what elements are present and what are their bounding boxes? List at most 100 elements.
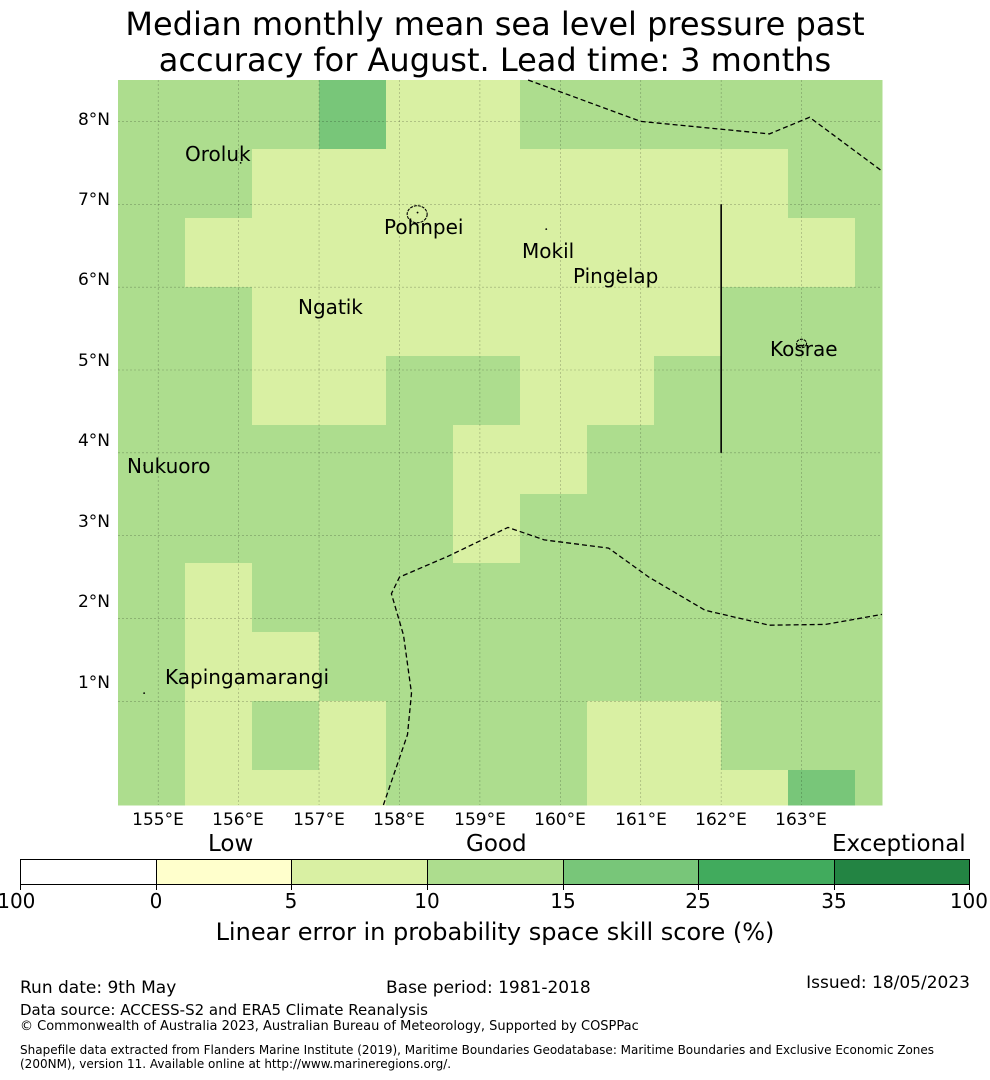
lon-label-162e: 162°E xyxy=(695,810,747,830)
skill-grid-cell xyxy=(185,770,253,806)
skill-grid-cell xyxy=(185,287,253,357)
colorbar-tick-label: 5 xyxy=(284,889,298,913)
skill-grid-cell xyxy=(453,287,521,357)
skill-grid-cell xyxy=(453,425,521,495)
skill-grid-cell xyxy=(386,287,454,357)
skill-grid-cell xyxy=(788,218,856,288)
skill-grid-cell xyxy=(855,632,883,702)
skill-grid-cell xyxy=(587,494,655,564)
skill-grid-cell xyxy=(252,287,320,357)
skill-grid-cell xyxy=(185,80,253,150)
skill-grid-cell xyxy=(520,425,588,495)
skill-grid-cell xyxy=(453,494,521,564)
skill-grid-cell xyxy=(453,356,521,426)
skill-grid-cell xyxy=(386,563,454,633)
shapefile-credit-line-1: Shapefile data extracted from Flanders M… xyxy=(20,1043,935,1057)
skill-grid-cell xyxy=(185,425,253,495)
skill-grid-cell xyxy=(319,149,387,219)
colorbar-tick xyxy=(156,885,157,890)
skill-grid-cell xyxy=(252,494,320,564)
skill-grid-cell xyxy=(587,149,655,219)
skill-grid-cell xyxy=(788,287,856,357)
title-line-1: Median monthly mean sea level pressure p… xyxy=(125,5,865,43)
skill-grid-cell xyxy=(319,494,387,564)
skill-grid-cell xyxy=(654,80,722,150)
skill-grid-cell xyxy=(118,632,186,702)
skill-grid-cell xyxy=(587,425,655,495)
colorbar-label: Linear error in probability space skill … xyxy=(215,918,775,946)
colorbar-tick-label: 100 xyxy=(949,889,988,913)
colorbar-tick xyxy=(427,885,428,890)
skill-grid-cell xyxy=(453,149,521,219)
colorbar-segment-2 xyxy=(156,859,291,885)
skill-grid-cell xyxy=(118,356,186,426)
skill-grid-cell xyxy=(185,218,253,288)
issued-date: Issued: 18/05/2023 xyxy=(806,973,970,993)
lon-label-158e: 158°E xyxy=(373,810,425,830)
category-good: Good xyxy=(466,831,527,857)
island-dot xyxy=(416,211,419,214)
colorbar-segment-6 xyxy=(698,859,834,885)
copyright: © Commonwealth of Australia 2023, Austra… xyxy=(20,1019,639,1034)
colorbar-tick xyxy=(20,885,21,890)
skill-grid-cell xyxy=(453,701,521,771)
skill-grid-cell xyxy=(319,563,387,633)
island-dot xyxy=(344,302,347,305)
skill-grid-cell xyxy=(252,356,320,426)
colorbar-segment-7 xyxy=(834,859,970,885)
skill-grid-cell xyxy=(855,287,883,357)
skill-grid-cell xyxy=(721,494,789,564)
skill-grid-cell xyxy=(520,770,588,806)
skill-grid-cell xyxy=(788,563,856,633)
lat-label-2n: 2°N xyxy=(77,592,110,612)
skill-grid-cell xyxy=(386,356,454,426)
skill-grid-cell xyxy=(654,701,722,771)
skill-grid-cell xyxy=(587,218,655,288)
skill-grid-cell xyxy=(520,494,588,564)
colorbar-tick-label: 35 xyxy=(821,889,847,913)
skill-grid-cell xyxy=(118,149,186,219)
place-label-mokil: Mokil xyxy=(522,239,575,263)
eez-boundary-line xyxy=(527,79,883,172)
skill-grid-cell xyxy=(252,563,320,633)
map-title: Median monthly mean sea level pressure p… xyxy=(0,6,990,79)
skill-grid-cell xyxy=(721,356,789,426)
skill-grid-cell xyxy=(855,701,883,771)
skill-grid-cell xyxy=(319,701,387,771)
skill-grid-cell xyxy=(453,632,521,702)
skill-grid-cell xyxy=(252,80,320,150)
skill-grid-cell xyxy=(654,287,722,357)
skill-grid-cell xyxy=(788,494,856,564)
skill-grid-cell xyxy=(654,494,722,564)
skill-grid-cell xyxy=(654,218,722,288)
skill-grid-cell xyxy=(118,770,186,806)
skill-grid-cell xyxy=(319,632,387,702)
colorbar-tick-label: 15 xyxy=(550,889,576,913)
colorbar-divider xyxy=(156,859,157,885)
skill-grid-cell xyxy=(654,149,722,219)
skill-grid-cell xyxy=(855,218,883,288)
skill-grid-cell xyxy=(319,425,387,495)
colorbar-tick xyxy=(698,885,699,890)
lat-label-5n: 5°N xyxy=(77,351,110,371)
skill-grid-cell xyxy=(185,563,253,633)
colorbar-divider xyxy=(427,859,428,885)
skill-grid-cell xyxy=(721,149,789,219)
skill-grid-cell xyxy=(319,218,387,288)
run-date: Run date: 9th May xyxy=(20,978,177,998)
colorbar-tick-label: 10 xyxy=(414,889,440,913)
lat-label-4n: 4°N xyxy=(77,431,110,451)
skill-grid-cell xyxy=(855,80,883,150)
skill-grid-cell xyxy=(319,287,387,357)
skill-map xyxy=(118,79,883,806)
colorbar-divider xyxy=(291,859,292,885)
skill-grid-cell xyxy=(855,494,883,564)
colorbar-divider xyxy=(834,859,835,885)
skill-grid-cell xyxy=(721,425,789,495)
skill-grid-cell xyxy=(386,632,454,702)
colorbar-tick xyxy=(969,885,970,890)
skill-grid-cell xyxy=(118,425,186,495)
skill-grid-cell xyxy=(654,425,722,495)
skill-grid-cell xyxy=(453,563,521,633)
skill-grid-cell xyxy=(788,770,856,806)
